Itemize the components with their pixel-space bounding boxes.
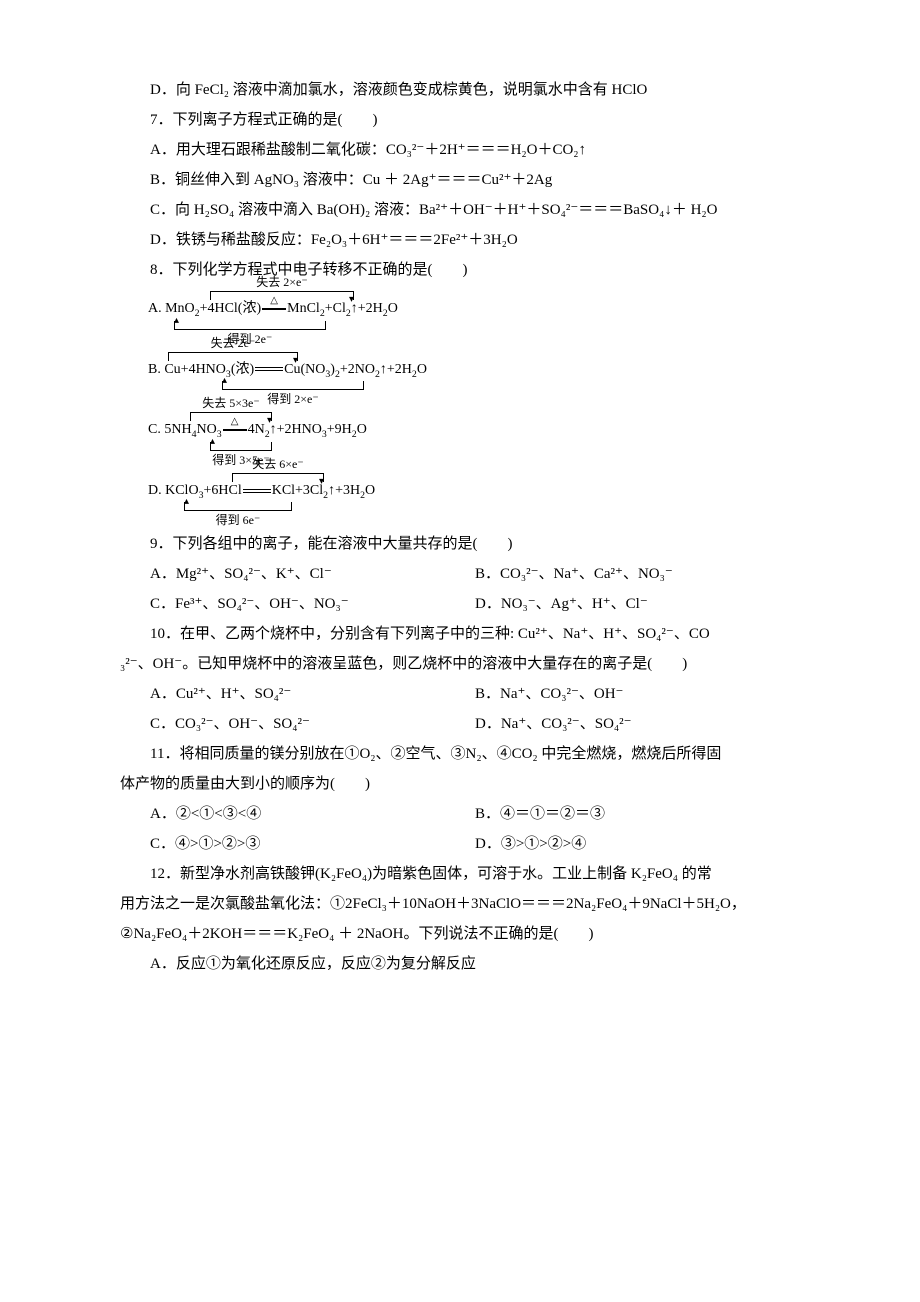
q8-equation-c: 失去 5×3e⁻ ▾ C. 5NH4NO3△4N2↑+2HNO3+9H2O ▴ … (148, 412, 800, 451)
arrow-down-icon: ▾ (293, 356, 298, 366)
arrow-up-icon: ▴ (184, 497, 189, 507)
q11-options-row1: A．②<①<③<④ B．④＝①＝②＝③ (120, 799, 800, 829)
q8-equation-a: 失去 2×e⁻ ▾ A. MnO2+4HCl(浓)△MnCl2+Cl2↑+2H2… (148, 291, 800, 330)
arrow-down-icon: ▾ (267, 416, 272, 426)
q10-option-c: C．CO₃²⁻、OH⁻、SO₄²⁻ (150, 709, 475, 739)
q11-option-d: D．③>①>②>④ (475, 829, 800, 859)
q8-stem: 8．下列化学方程式中电子转移不正确的是( ) (120, 255, 800, 285)
arrow-up-icon: ▴ (174, 316, 179, 326)
q9-option-d: D．NO₃⁻、Ag⁺、H⁺、Cl⁻ (475, 589, 800, 619)
q12-stem-line3: ②Na₂FeO₄＋2KOH＝＝＝K₂FeO₄ ＋ 2NaOH。下列说法不正确的是… (120, 919, 800, 949)
q9-option-c: C．Fe³⁺、SO₄²⁻、OH⁻、NO₃⁻ (150, 589, 475, 619)
q7-option-c: C．向 H₂SO₄ 溶液中滴入 Ba(OH)₂ 溶液：Ba²⁺＋OH⁻＋H⁺＋S… (120, 195, 800, 225)
q10-options-row2: C．CO₃²⁻、OH⁻、SO₄²⁻ D．Na⁺、CO₃²⁻、SO₄²⁻ (120, 709, 800, 739)
q11-options-row2: C．④>①>②>③ D．③>①>②>④ (120, 829, 800, 859)
q11-option-c: C．④>①>②>③ (150, 829, 475, 859)
arrow-down-icon: ▾ (319, 477, 324, 487)
q7-option-a: A．用大理石跟稀盐酸制二氧化碳：CO₃²⁻＋2H⁺＝＝＝H₂O＋CO₂↑ (120, 135, 800, 165)
q7-option-d: D．铁锈与稀盐酸反应：Fe₂O₃＋6H⁺＝＝＝2Fe²⁺＋3H₂O (120, 225, 800, 255)
q8a-lose-label: 失去 2×e⁻ (256, 276, 307, 288)
q9-option-a: A．Mg²⁺、SO₄²⁻、K⁺、Cl⁻ (150, 559, 475, 589)
q10-options-row1: A．Cu²⁺、H⁺、SO₄²⁻ B．Na⁺、CO₃²⁻、OH⁻ (120, 679, 800, 709)
q8d-lose-label: 失去 6×e⁻ (252, 458, 303, 470)
q10-option-b: B．Na⁺、CO₃²⁻、OH⁻ (475, 679, 800, 709)
q9-options-row1: A．Mg²⁺、SO₄²⁻、K⁺、Cl⁻ B．CO₃²⁻、Na⁺、Ca²⁺、NO₃… (120, 559, 800, 589)
q12-option-a: A．反应①为氧化还原反应，反应②为复分解反应 (120, 949, 800, 979)
q7-stem: 7．下列离子方程式正确的是( ) (120, 105, 800, 135)
q9-options-row2: C．Fe³⁺、SO₄²⁻、OH⁻、NO₃⁻ D．NO₃⁻、Ag⁺、H⁺、Cl⁻ (120, 589, 800, 619)
q12-stem-line2: 用方法之一是次氯酸盐氧化法：①2FeCl₃＋10NaOH＋3NaClO＝＝＝2N… (120, 889, 800, 919)
q6-option-d: D．向 FeCl₂ 溶液中滴加氯水，溶液颜色变成棕黄色，说明氯水中含有 HClO (120, 75, 800, 105)
q8-equation-d: 失去 6×e⁻ ▾ D. KClO3+6HClKCl+3Cl2↑+3H2O ▴ … (148, 473, 800, 512)
q7-option-b: B．铜丝伸入到 AgNO₃ 溶液中：Cu ＋ 2Ag⁺＝＝＝Cu²⁺＋2Ag (120, 165, 800, 195)
q10-stem-line1: 10．在甲、乙两个烧杯中，分别含有下列离子中的三种: Cu²⁺、Na⁺、H⁺、S… (120, 619, 800, 649)
q9-option-b: B．CO₃²⁻、Na⁺、Ca²⁺、NO₃⁻ (475, 559, 800, 589)
arrow-up-icon: ▴ (210, 437, 215, 447)
q10-option-a: A．Cu²⁺、H⁺、SO₄²⁻ (150, 679, 475, 709)
q11-option-b: B．④＝①＝②＝③ (475, 799, 800, 829)
q8d-gain-label: 得到 6e⁻ (216, 514, 261, 526)
q8c-lose-label: 失去 5×3e⁻ (202, 397, 259, 409)
q8b-gain-label: 得到 2×e⁻ (267, 393, 318, 405)
q12-stem-line1: 12．新型净水剂高铁酸钾(K₂FeO₄)为暗紫色固体，可溶于水。工业上制备 K₂… (120, 859, 800, 889)
q8-equation-b: 失去 2e⁻ ▾ B. Cu+4HNO3(浓)Cu(NO3)2+2NO2↑+2H… (148, 352, 800, 391)
q9-stem: 9．下列各组中的离子，能在溶液中大量共存的是( ) (120, 529, 800, 559)
q8b-lose-label: 失去 2e⁻ (211, 337, 256, 349)
q10-option-d: D．Na⁺、CO₃²⁻、SO₄²⁻ (475, 709, 800, 739)
q10-stem-line2: ₃²⁻、OH⁻。已知甲烧杯中的溶液呈蓝色，则乙烧杯中的溶液中大量存在的离子是( … (120, 649, 800, 679)
q11-option-a: A．②<①<③<④ (150, 799, 475, 829)
arrow-up-icon: ▴ (222, 376, 227, 386)
q11-stem-line2: 体产物的质量由大到小的顺序为( ) (120, 769, 800, 799)
exam-page: D．向 FeCl₂ 溶液中滴加氯水，溶液颜色变成棕黄色，说明氯水中含有 HClO… (0, 0, 920, 1039)
q11-stem-line1: 11．将相同质量的镁分别放在①O₂、②空气、③N₂、④CO₂ 中完全燃烧，燃烧后… (120, 739, 800, 769)
arrow-down-icon: ▾ (349, 295, 354, 305)
